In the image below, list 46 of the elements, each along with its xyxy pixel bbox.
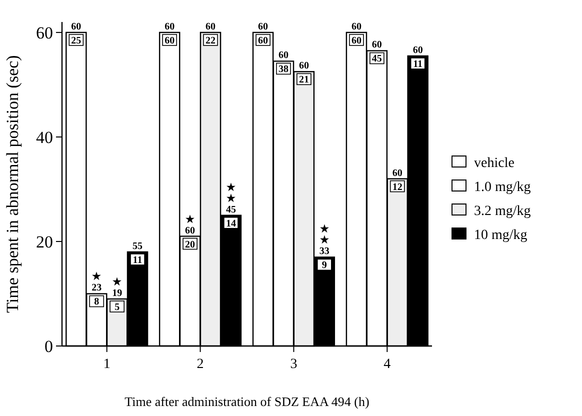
annotation: ★ 60 [185, 214, 196, 236]
annotation: 45 [372, 54, 382, 65]
annotation: ★ 19 [112, 276, 122, 299]
annotation: 60 [351, 35, 362, 46]
annotation: 60 [351, 21, 362, 32]
legend-label: 1.0 mg/kg [474, 180, 531, 195]
annotation: 60 [164, 21, 175, 32]
legend-label: 10 mg/kg [474, 228, 528, 243]
y-tick-label: 40 [36, 128, 53, 147]
annotation: 8 [94, 296, 100, 308]
annotation: ★ ★ 45 [226, 182, 236, 216]
annotation: 21 [298, 74, 309, 86]
annotation: 38 [278, 64, 288, 76]
annotation: 55 [132, 240, 143, 252]
annotation: 11 [132, 254, 142, 266]
y-tick-label: 20 [36, 232, 53, 252]
annotation: 9 [322, 260, 327, 272]
annotation: 20 [185, 239, 196, 250]
annotation: 5 [114, 302, 120, 313]
annotation: 11 [413, 58, 423, 70]
y-axis-title: Time spent in abnormal position (sec) [3, 55, 22, 313]
legend-label: vehicle [474, 156, 514, 171]
annotation: 60 [258, 35, 268, 46]
annotation: 22 [206, 35, 216, 46]
annotation: 14 [226, 218, 236, 230]
annotation: 60 [164, 35, 175, 46]
annotation: ★ 23 [92, 272, 102, 294]
annotation: ★ ★ 33 [319, 224, 330, 258]
x-tick-label: 3 [290, 357, 298, 372]
annotation: 25 [71, 35, 82, 46]
x-tick-label: 4 [384, 357, 391, 372]
annotation: 60 [392, 168, 402, 179]
annotation: 60 [206, 21, 216, 32]
x-tick-label: 2 [196, 357, 204, 372]
annotation: 60 [298, 60, 309, 72]
annotation: 60 [412, 44, 423, 56]
annotation: 12 [392, 182, 402, 193]
annotation: 60 [258, 21, 268, 32]
legend-label: 3.2 mg/kg [474, 204, 531, 219]
annotation: 60 [372, 40, 382, 51]
annotation: 60 [71, 21, 82, 32]
annotation: 60 [278, 50, 288, 62]
x-axis-title: Time after administration of SDZ EAA 494 (h) [124, 394, 370, 409]
y-tick-label: 60 [36, 23, 53, 42]
y-tick-label: 0 [44, 336, 53, 356]
x-tick-label: 1 [103, 357, 110, 372]
